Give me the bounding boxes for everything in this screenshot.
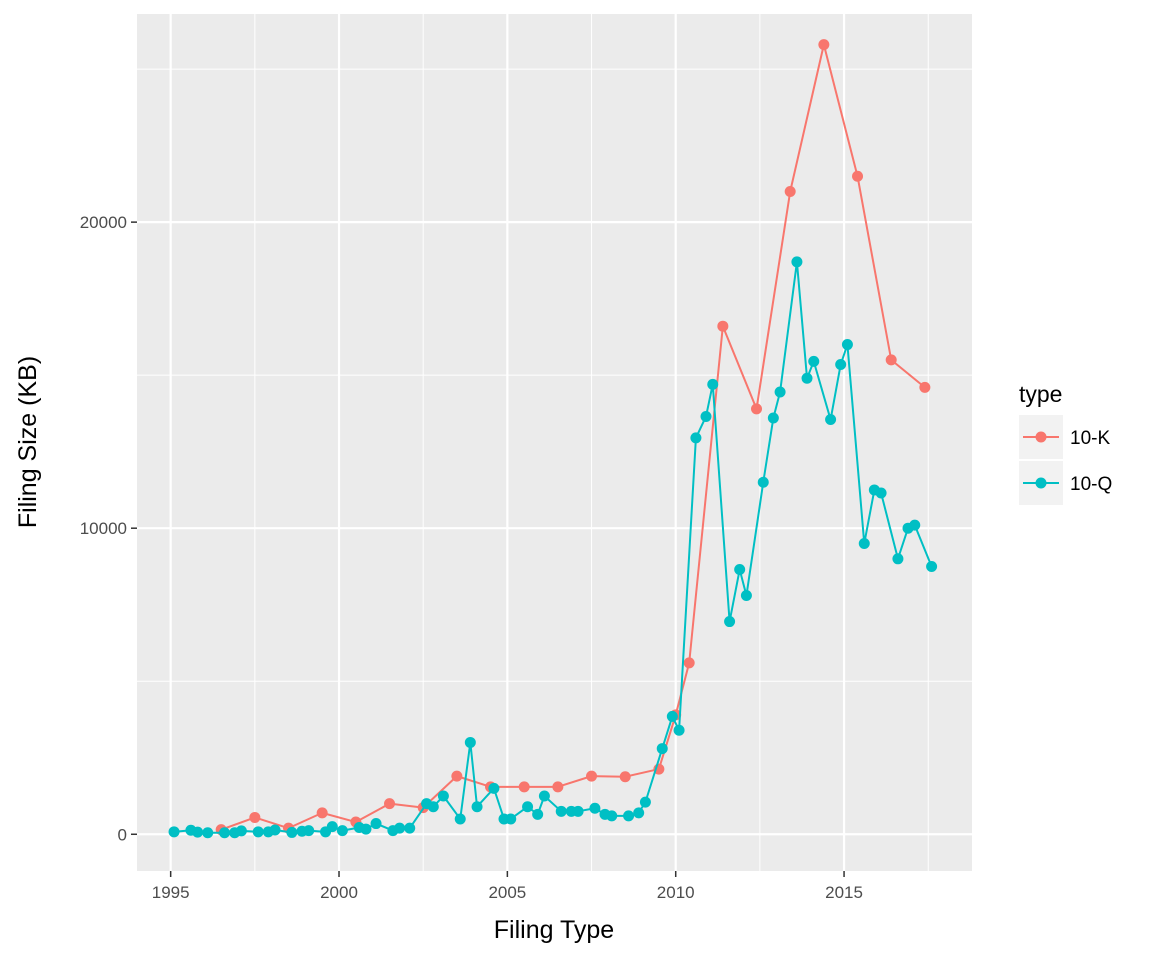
data-point-10-k bbox=[751, 403, 763, 415]
data-point-10-q bbox=[623, 810, 635, 822]
data-point-10-q bbox=[666, 710, 678, 722]
data-point-10-k bbox=[919, 381, 931, 393]
data-point-10-q bbox=[858, 538, 870, 550]
data-point-10-k bbox=[619, 771, 631, 783]
data-point-10-q bbox=[724, 616, 736, 628]
data-point-10-q bbox=[801, 372, 813, 384]
data-point-10-q bbox=[235, 825, 247, 837]
data-point-10-q bbox=[370, 818, 382, 830]
grid-minor bbox=[137, 14, 972, 871]
x-tick-label: 2005 bbox=[488, 883, 526, 902]
data-point-10-q bbox=[437, 790, 449, 802]
legend-item-10-k: 10-K bbox=[1019, 415, 1110, 459]
data-point-10-q bbox=[505, 813, 517, 825]
data-point-10-q bbox=[303, 825, 315, 837]
y-tick-label: 10000 bbox=[80, 519, 127, 538]
data-point-10-q bbox=[656, 743, 668, 755]
data-point-10-q bbox=[404, 822, 416, 834]
x-tick-labels: 1995 2000 2005 2010 2015 bbox=[152, 883, 863, 902]
data-point-10-q bbox=[835, 358, 847, 370]
y-tick-label: 0 bbox=[118, 825, 127, 844]
data-point-10-q bbox=[168, 826, 180, 838]
data-point-10-q bbox=[555, 805, 567, 817]
data-point-10-q bbox=[522, 801, 534, 813]
data-point-10-q bbox=[639, 796, 651, 808]
data-point-10-q bbox=[875, 487, 887, 499]
data-point-10-q bbox=[464, 736, 476, 748]
legend-key-point bbox=[1035, 477, 1047, 489]
data-point-10-q bbox=[734, 564, 746, 576]
data-point-10-q bbox=[471, 801, 483, 813]
data-point-10-q bbox=[673, 724, 685, 736]
legend-label: 10-K bbox=[1070, 428, 1110, 449]
data-point-10-q bbox=[488, 782, 500, 794]
data-point-10-q bbox=[219, 827, 231, 839]
y-axis-title: Filing Size (KB) bbox=[14, 356, 42, 528]
data-point-10-q bbox=[360, 823, 372, 835]
data-point-10-q bbox=[767, 412, 779, 424]
data-point-10-k bbox=[717, 320, 729, 332]
data-point-10-q bbox=[286, 826, 298, 838]
data-point-10-q bbox=[589, 802, 601, 814]
data-point-10-k bbox=[784, 186, 796, 198]
data-point-10-q bbox=[700, 410, 712, 422]
data-point-10-k bbox=[885, 354, 897, 366]
data-point-10-k bbox=[451, 770, 463, 782]
data-point-10-q bbox=[740, 590, 752, 602]
data-point-10-q bbox=[892, 553, 904, 565]
data-point-10-q bbox=[336, 825, 348, 837]
data-point-10-q bbox=[808, 355, 820, 367]
data-point-10-k bbox=[852, 170, 864, 182]
series-layer bbox=[168, 39, 938, 839]
data-point-10-k bbox=[249, 811, 261, 823]
data-point-10-q bbox=[841, 339, 853, 351]
data-point-10-q bbox=[757, 476, 769, 488]
data-point-10-k bbox=[316, 807, 328, 819]
x-tick-label: 1995 bbox=[152, 883, 190, 902]
legend-title: type bbox=[1019, 381, 1062, 407]
data-point-10-k bbox=[384, 798, 396, 810]
data-point-10-q bbox=[633, 807, 645, 819]
data-point-10-k bbox=[586, 770, 598, 782]
data-point-10-k bbox=[818, 39, 830, 51]
data-point-10-k bbox=[552, 781, 564, 793]
data-point-10-q bbox=[690, 432, 702, 444]
legend-items: 10-K 10-Q bbox=[1019, 415, 1112, 505]
data-point-10-q bbox=[774, 386, 786, 398]
legend-label: 10-Q bbox=[1070, 474, 1112, 495]
data-point-10-q bbox=[252, 826, 264, 838]
legend: type 10-K 10-Q bbox=[1019, 381, 1112, 505]
y-tick-label: 20000 bbox=[80, 213, 127, 232]
data-point-10-q bbox=[909, 519, 921, 531]
legend-key-point bbox=[1035, 431, 1047, 443]
data-point-10-q bbox=[192, 826, 204, 838]
x-tick-label: 2010 bbox=[657, 883, 695, 902]
data-point-10-q bbox=[707, 378, 719, 390]
series-10-q bbox=[168, 256, 938, 839]
series-10-k bbox=[215, 39, 931, 836]
data-point-10-q bbox=[926, 560, 938, 572]
data-point-10-k bbox=[683, 657, 695, 669]
data-point-10-q bbox=[606, 810, 618, 822]
data-point-10-q bbox=[532, 808, 544, 820]
data-point-10-q bbox=[538, 790, 550, 802]
x-tick-label: 2000 bbox=[320, 883, 358, 902]
data-point-10-q bbox=[326, 821, 338, 833]
x-tick-label: 2015 bbox=[825, 883, 863, 902]
data-point-10-q bbox=[427, 801, 439, 813]
data-point-10-q bbox=[394, 822, 406, 834]
data-point-10-q bbox=[454, 813, 466, 825]
y-tick-labels: 0 10000 20000 bbox=[80, 213, 127, 844]
data-point-10-q bbox=[269, 824, 281, 836]
x-axis-title: Filing Type bbox=[494, 916, 614, 944]
data-point-10-q bbox=[202, 827, 214, 839]
data-point-10-q bbox=[825, 414, 837, 426]
data-point-10-q bbox=[572, 805, 584, 817]
data-point-10-q bbox=[791, 256, 803, 268]
axis-ticks bbox=[131, 221, 845, 877]
plot-panel bbox=[137, 14, 972, 871]
legend-item-10-q: 10-Q bbox=[1019, 461, 1112, 505]
data-point-10-k bbox=[518, 781, 530, 793]
